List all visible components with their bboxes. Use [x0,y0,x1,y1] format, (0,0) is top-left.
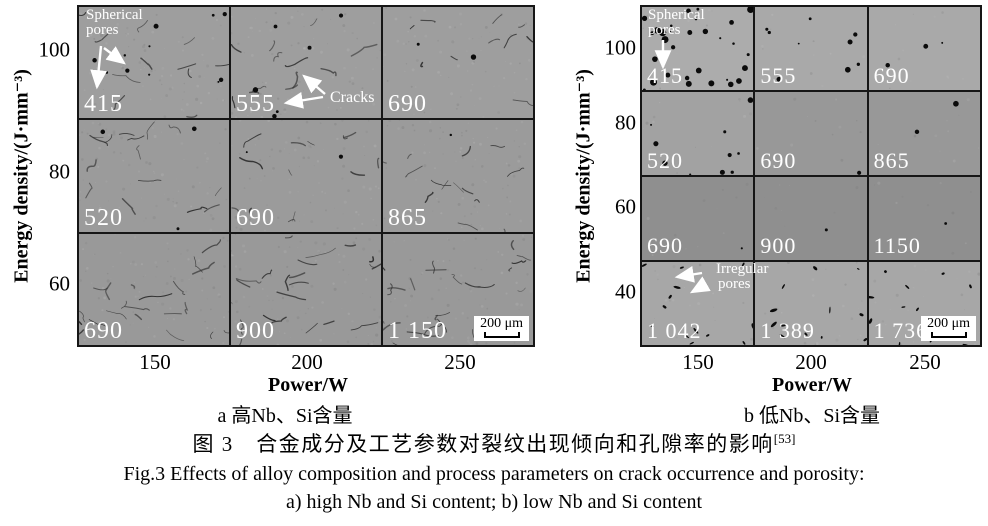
micrograph-texture [79,120,229,232]
figure-caption-zh: 图 3 合金成分及工艺参数对裂纹出现倾向和孔隙率的影响[53] [0,428,988,458]
panel-a-xtick-150: 150 [139,350,171,374]
micrograph-texture [231,120,380,232]
panel-a-ytick-80: 80 [49,159,70,184]
cell-energy-density-value: 690 [873,63,910,88]
scale-bar: 200 μm [921,316,976,341]
micrograph-cell: 690 [868,7,980,90]
micrograph-cell: 1 150 200 μm [383,233,533,345]
panel-a-xtick-200: 200 [291,350,323,374]
micrograph-texture [79,233,229,344]
micrograph-texture [231,233,381,345]
micrograph-cell: 1 389 [755,262,867,345]
micrograph-texture [755,262,867,345]
micrograph-cell: 415 [642,7,754,90]
panel-a-micrograph-grid: 415 555 690 520 690 865 690 900 1 150 200 μm Sphe… [77,5,535,347]
scale-bar-label: 200 μm [480,316,523,331]
micrograph-cell: 520 [642,92,754,175]
micrograph-cell: 865 [383,120,533,232]
cell-energy-density-value: 555 [760,63,797,88]
cell-energy-density-value: 1 150 [388,318,447,344]
panel-b-micrograph-grid: 415 555 690 520 690 865 690 900 1150 1 042 1 389 1 … [640,5,982,347]
cell-energy-density-value: 865 [873,148,910,173]
scale-bar-bracket [483,332,520,338]
cell-energy-density-value: 690 [647,233,683,258]
panel-b-ytick-40: 40 [615,279,636,304]
panel-b-ytick-80: 80 [615,110,636,135]
cell-energy-density-value: 555 [236,91,275,118]
micrograph-cell: 1 736 200 μm [868,262,980,345]
annotation-irregular-pores: Irregular pores [716,261,769,292]
cell-energy-density-value: 520 [647,148,683,173]
micrograph-cell: 690 [79,233,229,345]
micrograph-cell: 690 [383,7,533,119]
micrograph-cell: 1150 [868,177,980,260]
panel-a-caption: a 高Nb、Si含量 [217,405,353,427]
micrograph-cell: 555 [755,7,867,90]
citation-ref: [53] [773,431,796,446]
panel-b-xtick-150: 150 [682,350,714,374]
micrograph-texture [761,13,866,87]
micrograph-texture [383,120,527,232]
cell-energy-density-value: 1150 [873,233,921,258]
micrograph-texture [642,7,754,90]
panel-b-ytick-60: 60 [615,194,636,219]
cell-energy-density-value: 690 [388,91,427,118]
annotation-cracks: Cracks [330,89,375,106]
micrograph-cell: 900 [755,177,867,260]
micrograph-texture [877,98,979,166]
figure-caption-en-line1: Fig.3 Effects of alloy composition and p… [123,463,865,485]
micrograph-texture [79,8,229,119]
scale-bar-label: 200 μm [927,316,970,331]
scale-bar: 200 μm [474,316,529,341]
micrograph-texture [642,262,754,345]
micrograph-cell: 520 [79,120,229,232]
cell-energy-density-value: 1 389 [760,318,815,343]
micrograph-cell: 900 [231,233,381,345]
micrograph-texture [383,7,533,118]
cell-energy-density-value: 1 736 [873,318,929,343]
cell-energy-density-value: 690 [760,148,797,173]
panel-a-xtick-250: 250 [444,350,476,374]
annotation-spherical-pores-b: Spherical pores [648,7,705,38]
panel-a-ytick-60: 60 [49,271,70,296]
panel-b-y-axis-label: Energy density/(J·mm⁻³) [572,69,595,283]
cell-energy-density-value: 415 [84,91,123,118]
micrograph-texture [231,7,381,119]
annotation-spherical-pores-a: Spherical pores [86,7,143,38]
panel-a-ytick-100: 100 [38,37,71,62]
micrograph-cell: 865 [868,92,980,175]
scale-bar-bracket [930,332,967,338]
micrograph-cell: 690 [755,92,867,175]
micrograph-cell: 690 [231,120,381,232]
panel-b-caption: b 低Nb、Si含量 [743,405,881,427]
panel-b-x-axis-label: Power/W [772,374,852,396]
micrograph-texture [642,97,754,175]
panel-a-x-axis-label: Power/W [268,374,348,396]
cell-energy-density-value: 900 [236,318,275,344]
micrograph-texture [868,177,972,255]
panel-b-xtick-200: 200 [795,350,827,374]
figure-caption-zh-text: 图 3 合金成分及工艺参数对裂纹出现倾向和孔隙率的影响 [192,432,774,456]
micrograph-texture [761,184,859,257]
cell-energy-density-value: 690 [84,318,123,344]
panel-b-ytick-100: 100 [604,35,637,60]
cell-energy-density-value: 690 [236,204,275,231]
cell-energy-density-value: 900 [760,233,797,258]
panel-b-xtick-250: 250 [909,350,941,374]
micrograph-texture [646,182,749,257]
cell-energy-density-value: 865 [388,204,427,231]
cell-energy-density-value: 415 [647,63,683,88]
cell-energy-density-value: 1 042 [647,318,702,343]
figure-caption-en-line2: a) high Nb and Si content; b) low Nb and… [285,491,703,513]
micrograph-texture [885,11,964,90]
micrograph-cell: 690 [642,177,754,260]
micrograph-texture [756,97,862,175]
cell-energy-density-value: 520 [84,204,123,231]
